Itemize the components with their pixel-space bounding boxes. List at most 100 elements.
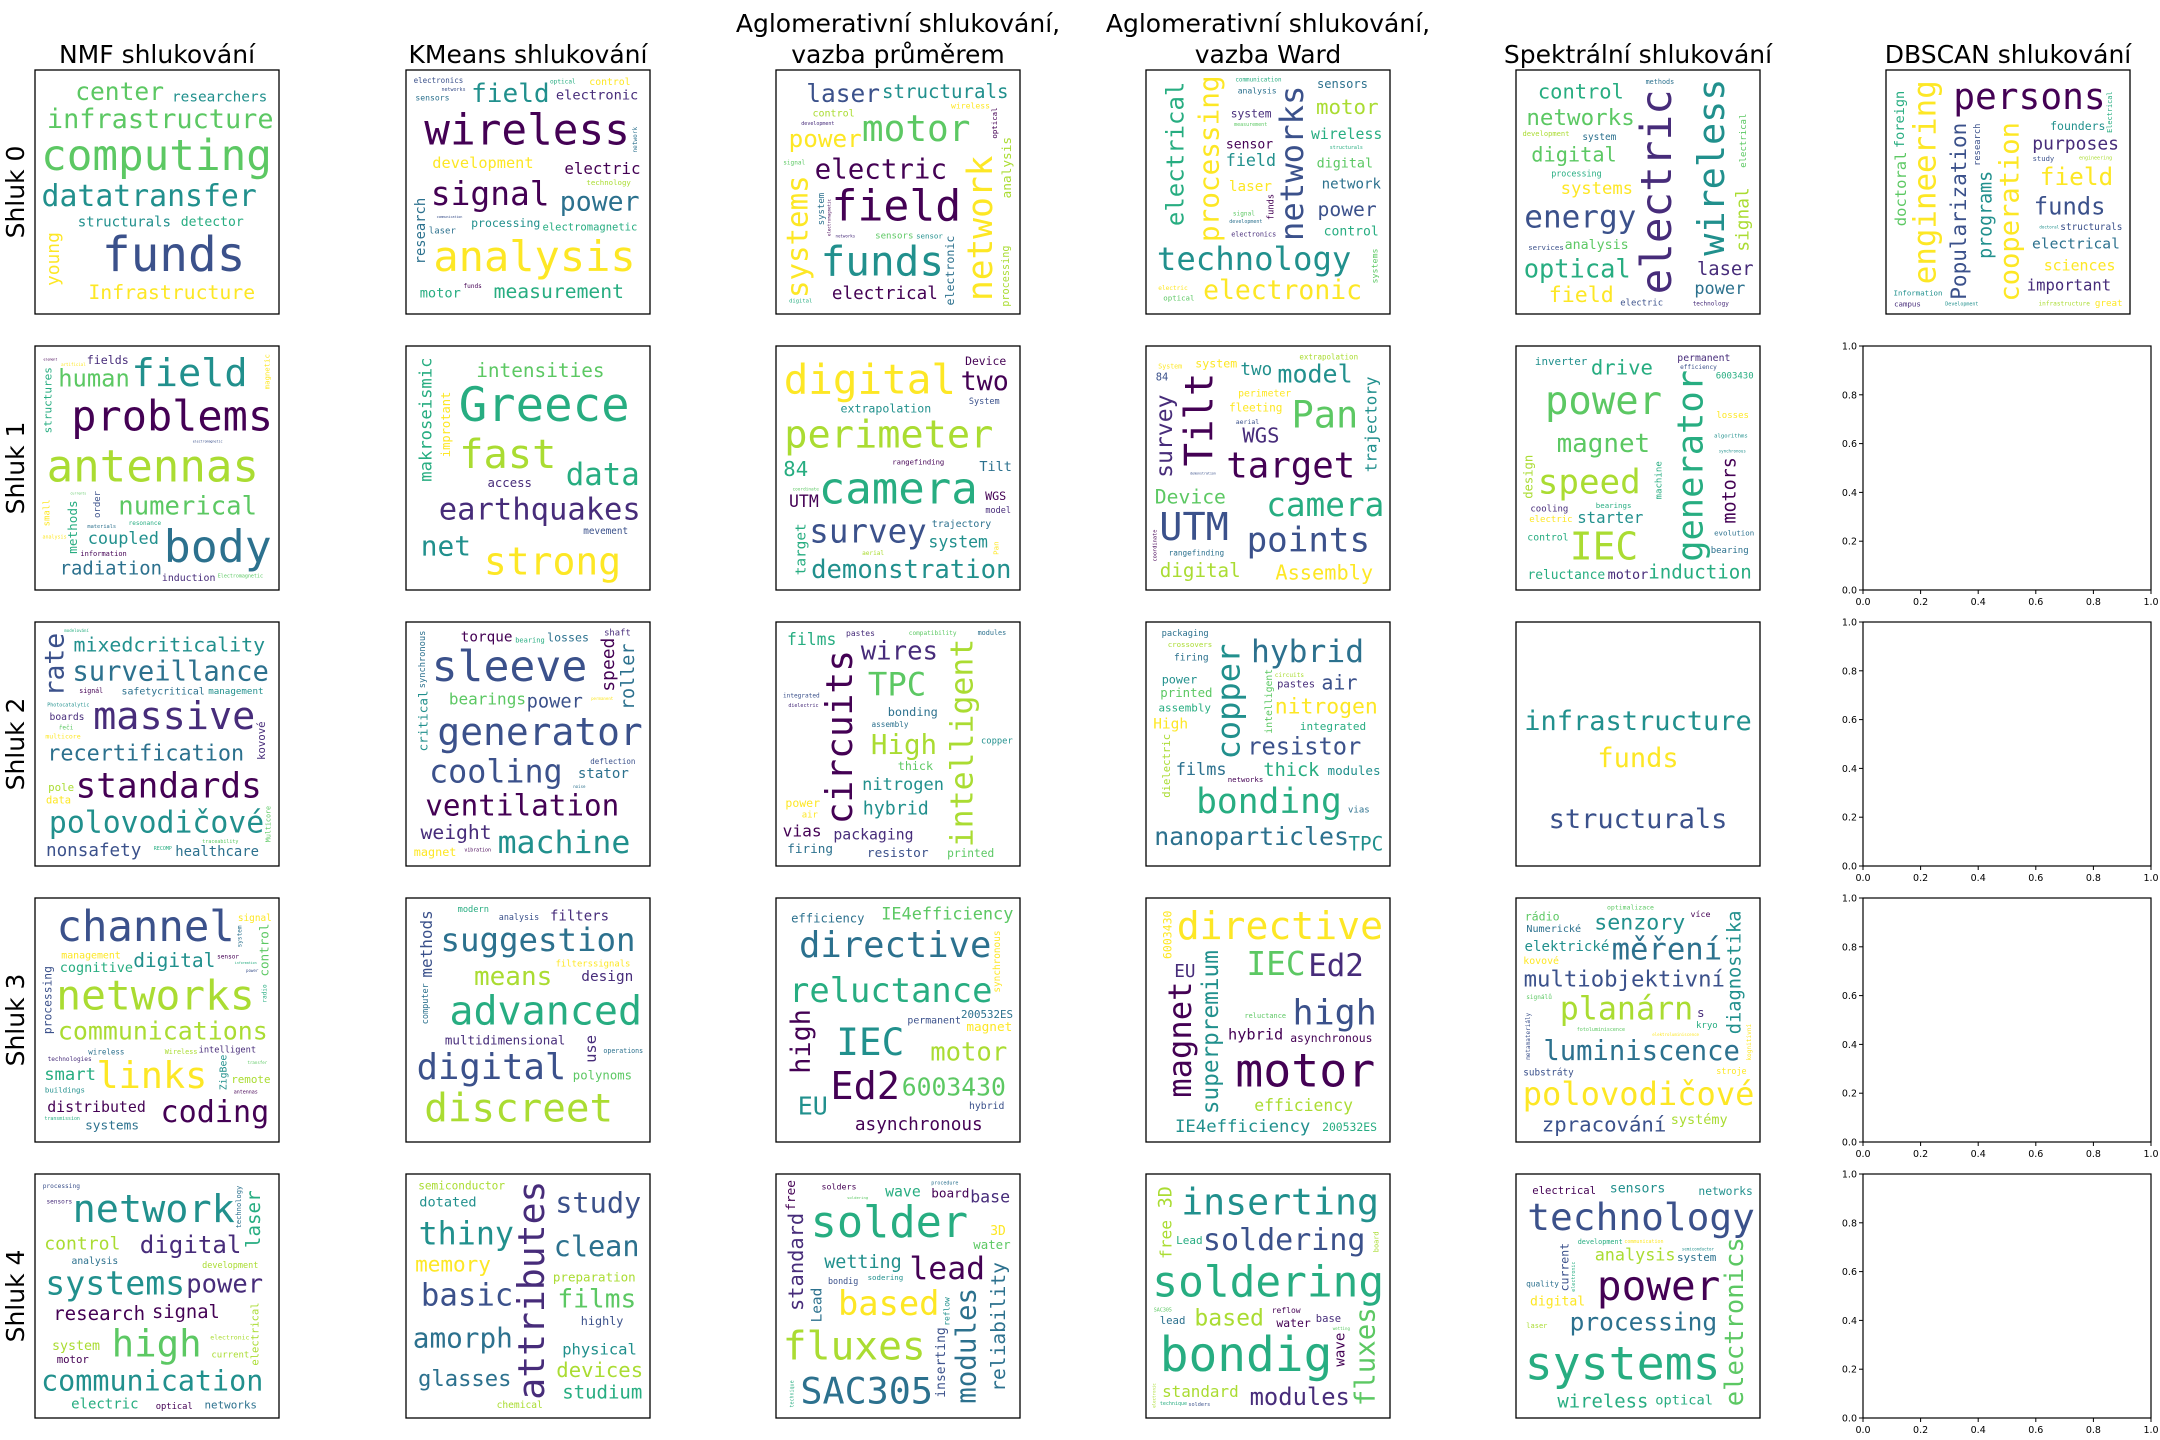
cloud-word: optical	[1655, 1393, 1713, 1409]
cloud-word: systems	[1370, 249, 1380, 284]
cloud-panel-frame	[34, 621, 280, 867]
cloud-word: control	[1538, 80, 1624, 104]
cloud-word: clean	[554, 1230, 640, 1263]
cloud-word: polovodičové	[1523, 1075, 1755, 1113]
cloud-word: motor	[1608, 567, 1649, 583]
cloud-word: power	[785, 796, 820, 810]
cloud-word: electrical	[1532, 1185, 1596, 1197]
cloud-word: 200532ES	[961, 1008, 1013, 1021]
cloud-word: compatibility	[909, 630, 957, 637]
y-tick-label: 1.0	[1842, 894, 1857, 905]
cloud-word: analysis	[72, 1256, 119, 1267]
cloud-word: power	[246, 968, 259, 973]
cloud-word: development	[1229, 219, 1262, 225]
cloud-word: directive	[799, 925, 991, 966]
cloud-word: asynchronous	[855, 1115, 983, 1135]
word-cloud: power generator speed IEC magnet drive inducti…	[1521, 353, 1754, 584]
cloud-word: assembly	[872, 720, 909, 729]
cloud-word: vias	[783, 822, 822, 841]
cloud-word: technology	[1693, 301, 1730, 308]
cloud-word: EU	[1174, 962, 1195, 982]
cloud-word: system	[1195, 356, 1237, 370]
x-tick-label: 0.2	[1913, 1149, 1928, 1160]
word-cloud: advanced digital suggestion discreet means me…	[417, 905, 644, 1132]
cloud-panel-frame	[775, 621, 1021, 867]
cloud-word: IE4efficiency	[1175, 1117, 1310, 1137]
y-tick-label: 0.0	[1842, 586, 1857, 597]
cloud-word: research	[53, 1302, 145, 1325]
cloud-word: motor	[1316, 95, 1379, 119]
cloud-word: numerical	[118, 492, 257, 522]
cloud-word: doctoral	[1892, 152, 1910, 227]
x-tick-label: 0.8	[2086, 1149, 2101, 1160]
cloud-word: researchers	[172, 90, 267, 106]
cloud-word: synchronous	[992, 931, 1003, 993]
cloud-word: Numerické	[1526, 923, 1581, 935]
cloud-panel-frame	[1885, 69, 2131, 315]
cloud-word: films	[557, 1285, 636, 1315]
cloud-word: earthquakes	[439, 492, 641, 527]
cloud-word: processing	[1193, 75, 1226, 242]
cloud-word: data	[46, 794, 71, 806]
cloud-word: Lead	[1176, 1234, 1203, 1247]
cloud-word: coordinate	[793, 486, 820, 492]
cloud-word: noise	[573, 784, 586, 789]
cloud-word: rádio	[1525, 909, 1560, 923]
cloud-word: founders	[2050, 119, 2105, 133]
cloud-word: copper	[1210, 644, 1248, 760]
cloud-word: networks	[205, 1399, 257, 1412]
cloud-word: systems	[1561, 179, 1633, 199]
cloud-word: signal	[1233, 211, 1255, 218]
cloud-word: IEC	[1246, 945, 1305, 983]
cloud-word: electric	[1632, 89, 1682, 294]
cloud-word: board	[931, 1185, 969, 1200]
cloud-word: power	[560, 187, 640, 218]
cloud-word: modules	[951, 1288, 983, 1404]
cloud-panel-frame	[405, 345, 651, 591]
row-label: Shluk 1	[1, 421, 30, 515]
cloud-word: coupled	[88, 528, 159, 548]
cloud-word: resonance	[129, 520, 162, 527]
cloud-word: laser	[1526, 1322, 1547, 1330]
y-tick-label: 0.8	[1842, 390, 1857, 401]
row-label: Shluk 3	[1, 973, 30, 1067]
cloud-word: hybrid	[1228, 1026, 1283, 1044]
cloud-word: datatransfer	[42, 179, 257, 214]
cloud-word: signal	[1733, 187, 1754, 251]
cloud-word: safetycritical	[122, 687, 205, 698]
cloud-word: control	[1324, 225, 1379, 240]
cloud-word: intelligent	[1264, 669, 1275, 734]
x-tick-label: 0.4	[1971, 873, 1986, 884]
cloud-word: 200532ES	[1322, 1120, 1377, 1134]
y-tick-label: 0.2	[1842, 537, 1857, 548]
cloud-panel-frame	[1515, 897, 1761, 1143]
cloud-word: vias	[1348, 806, 1370, 816]
cloud-word: model	[1277, 359, 1352, 388]
cloud-word: kovové	[255, 721, 268, 760]
cloud-word: digital	[1317, 157, 1373, 172]
cloud-word: networks	[1698, 1185, 1752, 1198]
cloud-word: shaft	[604, 629, 631, 639]
cloud-word: recertification	[47, 741, 244, 766]
cloud-word: body	[164, 520, 272, 573]
cloud-word: purposes	[2032, 134, 2119, 155]
cloud-word: antennas	[234, 1089, 258, 1095]
cloud-word: structurals	[2060, 222, 2122, 233]
cloud-word: wave	[885, 1184, 921, 1201]
cloud-word: coordinate	[1152, 530, 1158, 562]
cloud-word: technique	[790, 1380, 796, 1407]
cloud-word: copper	[981, 736, 1013, 746]
cloud-word: study	[555, 1185, 641, 1219]
cloud-word: technologies	[48, 1056, 92, 1063]
cloud-word: EU	[798, 1091, 828, 1120]
cloud-word: optical	[156, 1402, 193, 1412]
cloud-word: polynoms	[573, 1069, 632, 1083]
cloud-word: signal	[783, 160, 805, 167]
cloud-word: sensors	[415, 92, 449, 102]
x-tick-label: 1.0	[2143, 1149, 2158, 1160]
cloud-word: infrastructure	[2039, 300, 2091, 307]
cloud-panel-frame	[1515, 69, 1761, 315]
cloud-word: Development	[1945, 301, 1978, 307]
cloud-word: motor	[57, 1353, 90, 1366]
